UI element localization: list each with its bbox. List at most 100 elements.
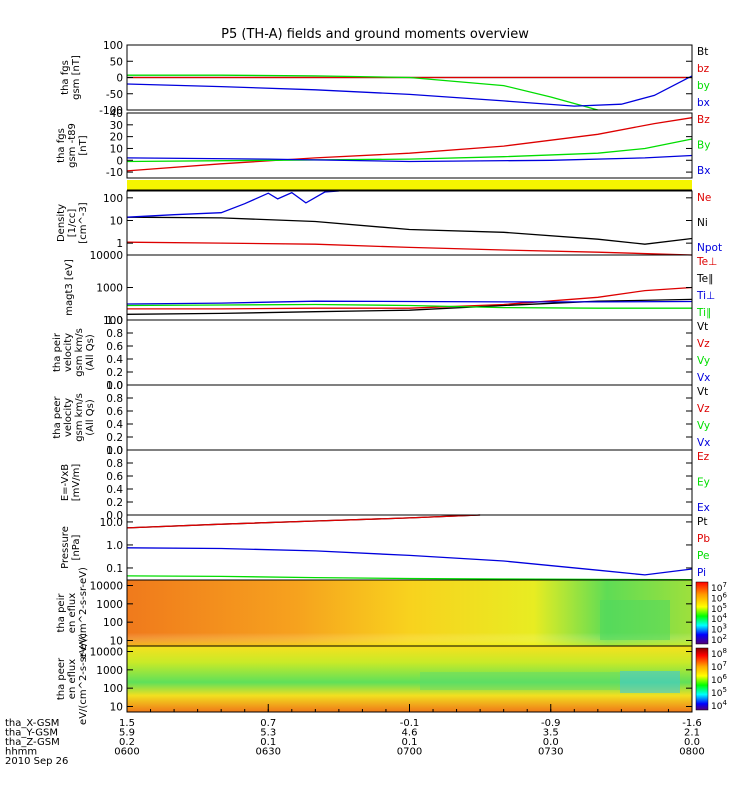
legend-ti∥: Ti∥ <box>696 307 711 319</box>
y-tick-label: 0.0 <box>106 445 123 457</box>
ephemeris-value: 4.6 <box>402 728 418 739</box>
y-tick-label: 10000 <box>90 647 123 659</box>
y-tick-label: 50 <box>110 56 123 68</box>
legend-ne: Ne <box>697 192 711 204</box>
series-pe <box>126 575 693 581</box>
y-axis-label: tha peir <box>56 593 67 633</box>
y-axis-label: tha peir <box>52 332 63 372</box>
ephemeris-value: 3.5 <box>543 728 559 739</box>
legend-vx: Vx <box>697 372 710 384</box>
y-axis-label: gsm [nT] <box>71 55 82 100</box>
y-tick-label: 0.6 <box>106 341 123 353</box>
legend-vz: Vz <box>697 403 710 415</box>
legend-ey: Ey <box>697 477 710 489</box>
y-tick-label: 0.4 <box>106 354 123 366</box>
ephemeris-value: 5.3 <box>260 728 276 739</box>
series-bx <box>126 154 693 163</box>
ephemeris-value: 0.2 <box>119 737 135 748</box>
panel-8: 10.0 1.0 0.1 Pressure [nPa] Pt Pb Pe Pi <box>60 514 710 581</box>
legend-pt: Pt <box>697 516 707 528</box>
legend-bz: bz <box>697 63 710 75</box>
y-tick-label: 1.0 <box>106 540 123 552</box>
y-tick-label: -10 <box>106 167 123 179</box>
legend-bx: bx <box>697 97 710 109</box>
y-tick-label: 1.0 <box>106 380 123 392</box>
ephemeris-row-name: hhmm <box>5 747 37 758</box>
y-tick-label: 0.8 <box>106 393 123 405</box>
series-npot <box>126 190 339 218</box>
y-tick-label: 0.4 <box>106 419 123 431</box>
series-by <box>127 74 598 111</box>
y-axis-label: [nPa] <box>71 534 82 560</box>
y-tick-label: 100 <box>103 683 123 695</box>
series-ti⊥ <box>126 300 693 305</box>
y-axis-label: tha peer <box>56 657 67 700</box>
y-tick-label: 0.2 <box>106 432 123 444</box>
y-tick-label: 10 <box>110 143 123 155</box>
ephemeris-value: 0.0 <box>543 737 559 748</box>
ephemeris-value: 0700 <box>397 747 422 758</box>
y-tick-label: -50 <box>106 89 123 101</box>
legend-vx: Vx <box>697 437 710 449</box>
y-tick-label: 0 <box>116 155 123 167</box>
y-tick-label: 1000 <box>96 283 123 295</box>
y-tick-label: 0.0 <box>106 510 123 522</box>
legend-te∥: Te∥ <box>696 273 713 285</box>
yellow-band <box>127 180 692 190</box>
y-axis-label: (All Qs) <box>85 334 96 371</box>
panel-frame <box>126 112 693 179</box>
colorbar <box>695 647 709 711</box>
y-axis-label: gsm -t89 <box>67 123 78 168</box>
y-tick-label: 1000 <box>96 665 123 677</box>
y-tick-label: 30 <box>110 120 123 132</box>
ephemeris-value: -0.9 <box>541 718 561 729</box>
y-axis-label: Density <box>56 204 67 242</box>
legend-pi: Pi <box>697 567 706 579</box>
ephemeris-row-name: tha_Y-GSM <box>5 728 58 739</box>
date-label: 2010 Sep 26 <box>5 756 68 767</box>
y-axis-label: gsm km/s <box>74 328 85 377</box>
ephemeris-row-name: tha_Z-GSM <box>5 737 60 748</box>
y-tick-label: 1000 <box>96 599 123 611</box>
y-tick-label: 40 <box>110 108 123 120</box>
y-tick-label: 0.2 <box>106 497 123 509</box>
electron-mid-region <box>420 672 620 690</box>
panel-frame <box>126 384 693 451</box>
colorbar <box>695 581 709 645</box>
panel-4: 10000 1000 100 magt3 [eV] Te⊥ Te∥ Ti⊥ Ti∥ <box>64 250 717 327</box>
legend-by: By <box>697 140 710 152</box>
y-axis-label: gsm km/s <box>74 393 85 442</box>
ion-spectrogram-shade <box>127 580 692 646</box>
series-bx <box>126 75 693 107</box>
ephemeris-value: -1.6 <box>682 718 702 729</box>
y-axis-label: eV/(cm^2-s-sr-eV) <box>78 633 89 725</box>
y-tick-label: 0 <box>116 73 123 85</box>
colorbar-label: 104 <box>711 699 727 712</box>
y-tick-label: 10 <box>110 635 123 647</box>
series-ti∥ <box>126 303 692 309</box>
panel-2 <box>127 180 692 191</box>
legend-by: by <box>697 80 710 92</box>
page-title: P5 (TH-A) fields and ground moments over… <box>221 27 529 42</box>
legend-vy: Vy <box>697 420 710 432</box>
legend-vz: Vz <box>697 338 710 350</box>
y-tick-label: 100 <box>103 40 123 52</box>
legend-bt: Bt <box>697 46 708 58</box>
panel-frame <box>126 449 693 516</box>
y-tick-label: 1.0 <box>106 315 123 327</box>
y-tick-label: -100 <box>99 105 123 117</box>
y-tick-label: 100 <box>103 193 123 205</box>
y-tick-label: 10 <box>110 701 123 713</box>
ion-low-flux-region <box>600 600 670 640</box>
y-axis-label: E=-VxB <box>60 464 71 501</box>
ephemeris-value: -0.1 <box>400 718 420 729</box>
y-axis-label: tha fgs <box>56 128 67 163</box>
electron-low-flux-region <box>620 671 680 693</box>
y-tick-label: 0.8 <box>106 458 123 470</box>
y-tick-label: 100 <box>103 617 123 629</box>
